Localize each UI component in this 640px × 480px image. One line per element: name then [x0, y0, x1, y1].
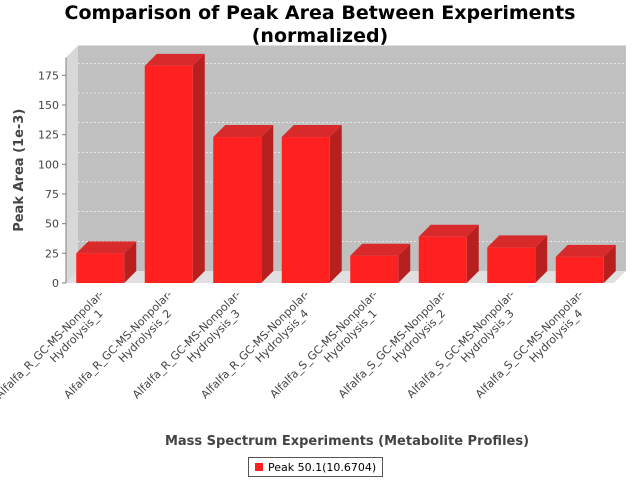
bar [487, 235, 548, 283]
bar-side [329, 125, 342, 284]
legend-label: Peak 50.1(10.6704) [268, 460, 377, 474]
bar-front [76, 253, 125, 283]
bar-side [124, 241, 137, 283]
bar-top [281, 125, 342, 138]
bar-top [350, 243, 411, 256]
bar [76, 241, 137, 283]
bar [350, 243, 411, 283]
x-axis-title: Mass Spectrum Experiments (Metabolite Pr… [165, 434, 529, 449]
bar-top [555, 244, 616, 257]
x-tick-label-line: Alfalfa_R_GC-MS-Nonpolar- [130, 288, 243, 401]
legend: Peak 50.1(10.6704) [248, 457, 384, 477]
bar [418, 224, 479, 283]
bar-front [281, 137, 330, 283]
y-tick-label: 100 [38, 158, 59, 171]
bar [555, 244, 616, 283]
x-tick-label-line: Alfalfa_R_GC-MS-Nonpolar- [0, 288, 106, 401]
y-tick-label: 0 [52, 277, 59, 290]
bar-front [555, 256, 604, 283]
y-tick-label: 125 [38, 129, 59, 142]
bar-top [213, 125, 274, 138]
y-tick-label: 150 [38, 99, 59, 112]
chart-title-line-2: (normalized) [251, 25, 389, 47]
bar-top [76, 241, 137, 254]
y-tick-label: 75 [45, 188, 59, 201]
bar-side [192, 53, 205, 284]
bar-side [535, 235, 548, 283]
y-tick-label: 175 [38, 69, 59, 82]
bar [213, 125, 274, 284]
bar-side [261, 125, 274, 284]
x-tick-label: Alfalfa_R_GC-MS-Nonpolar-Hydrolysis_1 [0, 288, 116, 411]
bar [281, 125, 342, 284]
bar-front [213, 137, 262, 283]
y-tick-label: 50 [45, 218, 59, 231]
x-tick-label-line: Alfalfa_R_GC-MS-Nonpolar- [61, 288, 174, 401]
bar-side [603, 244, 616, 283]
plot-floor [66, 271, 626, 283]
bar-top [487, 235, 548, 248]
bar-front [144, 65, 193, 284]
legend-swatch [255, 463, 263, 471]
chart-title-line-1: Comparison of Peak Area Between Experime… [64, 2, 576, 24]
bar-side [398, 243, 411, 283]
bar-top [144, 53, 205, 66]
plot-left-wall [66, 45, 78, 283]
bar-side [466, 224, 479, 283]
x-tick-label-line: Alfalfa_R_GC-MS-Nonpolar- [198, 288, 311, 401]
bar-top [418, 224, 479, 237]
chart-title: Comparison of Peak Area Between Experime… [0, 2, 640, 48]
y-axis-title: Peak Area (1e-3) [12, 109, 27, 232]
bar-front [350, 255, 399, 283]
bar [144, 53, 205, 284]
bar-front [418, 236, 467, 283]
y-tick-label: 25 [45, 247, 59, 260]
bar-front [487, 247, 536, 283]
